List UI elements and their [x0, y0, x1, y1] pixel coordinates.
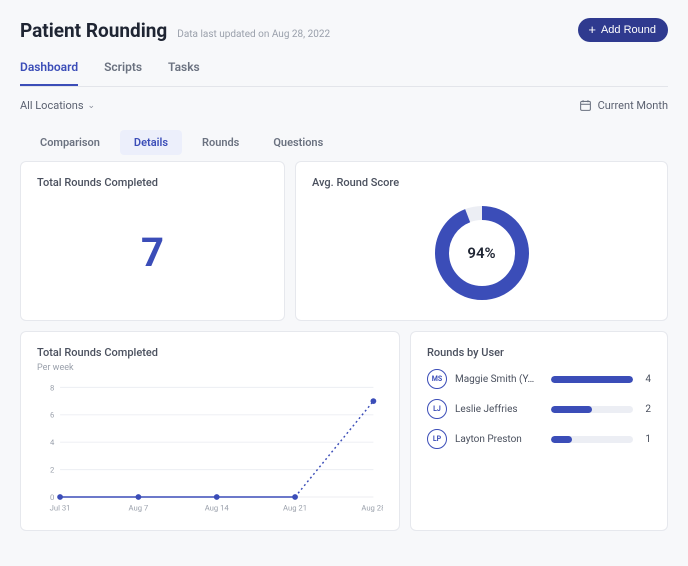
chevron-down-icon: ⌄ — [88, 101, 96, 111]
svg-text:6: 6 — [50, 411, 54, 420]
score-label: 94% — [467, 244, 495, 262]
locations-label: All Locations — [20, 99, 84, 112]
locations-dropdown[interactable]: All Locations ⌄ — [20, 99, 95, 112]
trend-chart: 0 2 4 6 8 Jul 31 Aug 7 Aug 14 Aug 21 Aug 28 — [37, 377, 383, 517]
subtab-questions[interactable]: Questions — [259, 130, 337, 155]
user-count: 2 — [641, 404, 651, 415]
card-title: Rounds by User — [427, 346, 651, 359]
avatar: LP — [427, 429, 447, 449]
user-name: Leslie Jeffries — [455, 404, 543, 415]
user-bar — [551, 436, 633, 443]
calendar-icon — [579, 99, 592, 112]
user-row: LJ Leslie Jeffries 2 — [427, 399, 651, 419]
subtab-comparison[interactable]: Comparison — [26, 130, 114, 155]
card-title: Total Rounds Completed — [37, 176, 268, 189]
tab-tasks[interactable]: Tasks — [168, 54, 200, 86]
svg-text:Jul 31: Jul 31 — [50, 503, 71, 512]
chart-subtitle: Per week — [37, 363, 383, 373]
svg-text:Aug 7: Aug 7 — [129, 503, 149, 512]
svg-text:4: 4 — [50, 438, 55, 447]
svg-text:8: 8 — [50, 383, 54, 392]
total-rounds-value: 7 — [37, 199, 268, 306]
subtab-details[interactable]: Details — [120, 130, 182, 155]
date-range-label: Current Month — [598, 99, 668, 112]
subtab-rounds[interactable]: Rounds — [188, 130, 253, 155]
card-rounds-trend: Total Rounds Completed Per week 0 2 4 6 8 Jul… — [20, 331, 400, 531]
tab-dashboard[interactable]: Dashboard — [20, 54, 78, 86]
card-total-rounds: Total Rounds Completed 7 — [20, 161, 285, 321]
user-row: LP Layton Preston 1 — [427, 429, 651, 449]
avatar: LJ — [427, 399, 447, 419]
card-title: Total Rounds Completed — [37, 346, 383, 359]
svg-text:Aug 28: Aug 28 — [361, 503, 383, 512]
avatar: MS — [427, 369, 447, 389]
last-updated-text: Data last updated on Aug 28, 2022 — [177, 29, 330, 40]
user-count: 1 — [641, 434, 651, 445]
date-range-selector[interactable]: Current Month — [579, 99, 668, 112]
user-name: Maggie Smith (Y… — [455, 374, 543, 385]
tab-scripts[interactable]: Scripts — [104, 54, 142, 86]
add-round-button[interactable]: + Add Round — [578, 18, 668, 42]
plus-icon: + — [588, 24, 596, 36]
page-title: Patient Rounding — [20, 19, 167, 42]
user-row: MS Maggie Smith (Y… 4 — [427, 369, 651, 389]
add-round-label: Add Round — [601, 24, 656, 36]
sub-tabs: Comparison Details Rounds Questions — [20, 124, 668, 155]
svg-text:Aug 21: Aug 21 — [283, 503, 307, 512]
user-name: Layton Preston — [455, 434, 543, 445]
svg-text:2: 2 — [50, 465, 55, 474]
svg-text:Aug 14: Aug 14 — [205, 503, 230, 512]
svg-text:0: 0 — [50, 493, 54, 502]
card-rounds-by-user: Rounds by User MS Maggie Smith (Y… 4 LJ … — [410, 331, 668, 531]
user-bar — [551, 406, 633, 413]
main-tabs: Dashboard Scripts Tasks — [20, 54, 668, 87]
card-avg-score: Avg. Round Score 94% — [295, 161, 668, 321]
user-bar — [551, 376, 633, 383]
card-title: Avg. Round Score — [312, 176, 651, 189]
user-count: 4 — [641, 374, 651, 385]
